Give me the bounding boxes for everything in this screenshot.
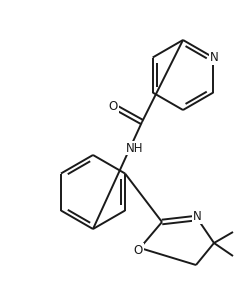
Text: NH: NH bbox=[126, 142, 144, 155]
Text: O: O bbox=[133, 244, 143, 257]
Text: N: N bbox=[210, 51, 219, 64]
Text: O: O bbox=[108, 101, 118, 114]
Text: N: N bbox=[193, 210, 201, 223]
